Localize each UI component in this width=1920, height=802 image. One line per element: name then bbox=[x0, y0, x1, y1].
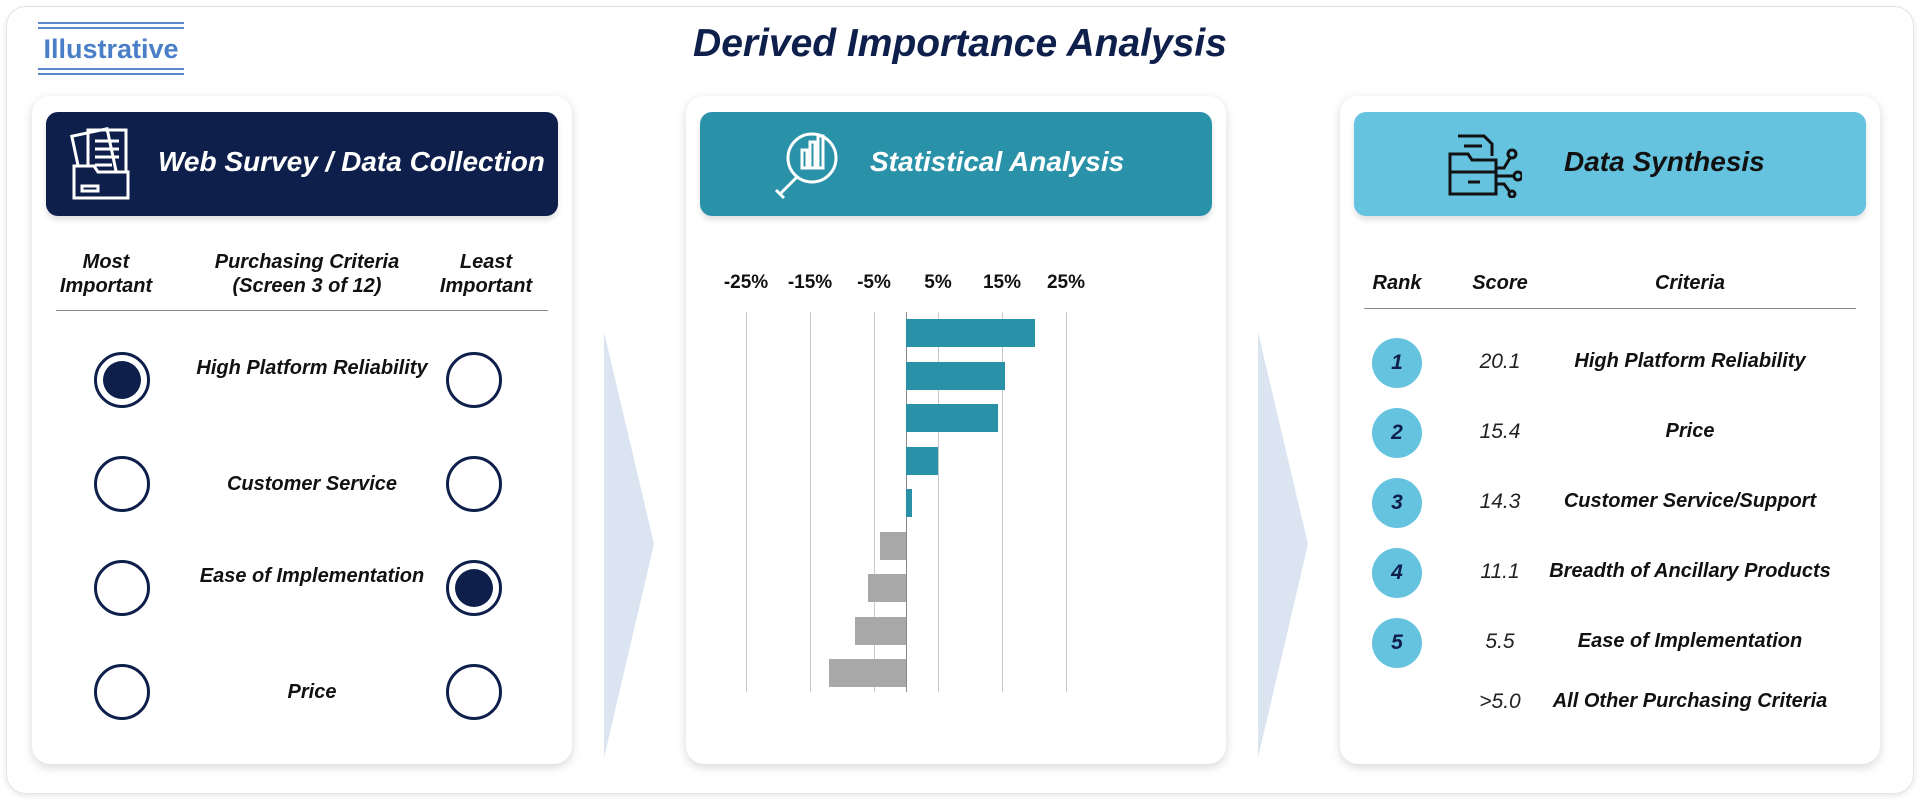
statistical-panel: Statistical Analysis -25% -15% -5% 5% 15% 25% bbox=[686, 96, 1226, 764]
badge-label: Illustrative bbox=[43, 34, 179, 64]
least-important-radio[interactable] bbox=[446, 560, 502, 616]
least-important-radio[interactable] bbox=[446, 456, 502, 512]
criteria-label: Customer Service bbox=[226, 473, 398, 495]
least-important-radio[interactable] bbox=[446, 352, 502, 408]
chart-gridline bbox=[810, 312, 811, 692]
survey-header: Web Survey / Data Collection bbox=[46, 112, 558, 216]
ranked-criteria: High Platform Reliability bbox=[1574, 350, 1806, 372]
criteria-header: Purchasing Criteria (Screen 3 of 12) bbox=[214, 251, 400, 297]
header-divider bbox=[56, 310, 548, 311]
chart-bar bbox=[906, 319, 1035, 347]
stats-title: Statistical Analysis bbox=[870, 146, 1125, 177]
chart-gridline bbox=[746, 312, 747, 692]
rank-badge: 4 bbox=[1372, 548, 1422, 598]
rank-header: Rank bbox=[1372, 272, 1422, 294]
criteria-label: Price bbox=[287, 681, 337, 703]
x-tick-label: -25% bbox=[723, 272, 769, 293]
least-important-header: Least Important bbox=[439, 251, 533, 297]
score-value: 5.5 bbox=[1485, 630, 1515, 653]
chart-bar bbox=[906, 361, 1005, 390]
most-important-radio[interactable] bbox=[94, 560, 150, 616]
synthesis-title: Data Synthesis bbox=[1564, 146, 1765, 177]
rank-badge: 3 bbox=[1372, 478, 1422, 528]
illustrative-badge: Illustrative bbox=[38, 22, 184, 76]
most-important-radio[interactable] bbox=[94, 456, 150, 512]
chart-gridline bbox=[1066, 312, 1067, 692]
synthesis-panel: Data Synthesis Rank Score Criteria 1 20.… bbox=[1340, 96, 1880, 764]
score-value: 14.3 bbox=[1479, 490, 1521, 513]
ranked-criteria: Breadth of Ancillary Products bbox=[1549, 560, 1831, 582]
criteria-label: High Platform Reliability bbox=[196, 357, 428, 379]
most-important-radio[interactable] bbox=[94, 664, 150, 720]
ranking-divider bbox=[1364, 308, 1856, 309]
chart-bar bbox=[906, 404, 998, 432]
score-value: 20.1 bbox=[1479, 350, 1521, 373]
criteria-label: Ease of Implementation bbox=[199, 565, 425, 587]
chart-bar bbox=[906, 446, 938, 475]
rank-badge: 5 bbox=[1372, 618, 1422, 668]
score-header: Score bbox=[1472, 272, 1528, 294]
synthesis-header: Data Synthesis bbox=[1354, 112, 1866, 216]
x-tick-label: -15% bbox=[787, 272, 833, 293]
ranked-criteria: Ease of Implementation bbox=[1577, 630, 1803, 652]
score-value: 11.1 bbox=[1480, 560, 1520, 583]
most-important-header: Most Important bbox=[59, 251, 153, 297]
flow-arrow-1 bbox=[604, 332, 654, 758]
chart-bar bbox=[906, 489, 913, 517]
chart-bar bbox=[854, 616, 906, 645]
criteria-column-header: Criteria bbox=[1654, 272, 1726, 294]
x-tick-label: 25% bbox=[1046, 272, 1086, 293]
chart-bar bbox=[867, 574, 906, 602]
score-value: >5.0 bbox=[1479, 690, 1521, 713]
x-tick-label: 15% bbox=[982, 272, 1022, 293]
x-tick-label: -5% bbox=[857, 272, 891, 293]
survey-title: Web Survey / Data Collection bbox=[158, 146, 545, 177]
rank-badge: 2 bbox=[1372, 408, 1422, 458]
stats-header: Statistical Analysis bbox=[700, 112, 1212, 216]
chart-bar bbox=[880, 531, 906, 560]
magnifier-chart-icon bbox=[774, 132, 838, 200]
folder-documents-icon bbox=[70, 126, 130, 200]
chart-gridline bbox=[1002, 312, 1003, 692]
ranked-criteria: All Other Purchasing Criteria bbox=[1552, 690, 1828, 712]
flow-arrow-2 bbox=[1258, 332, 1308, 758]
chart-bar bbox=[829, 659, 906, 687]
document-network-icon bbox=[1448, 134, 1522, 198]
survey-panel: Web Survey / Data Collection Most Import… bbox=[32, 96, 572, 764]
chart-gridline bbox=[938, 312, 939, 692]
page-title: Derived Importance Analysis bbox=[693, 22, 1227, 65]
score-value: 15.4 bbox=[1479, 420, 1521, 443]
ranked-criteria: Price bbox=[1665, 420, 1715, 442]
ranked-criteria: Customer Service/Support bbox=[1563, 490, 1817, 512]
most-important-radio[interactable] bbox=[94, 352, 150, 408]
x-tick-label: 5% bbox=[924, 272, 952, 293]
least-important-radio[interactable] bbox=[446, 664, 502, 720]
rank-badge: 1 bbox=[1372, 338, 1422, 388]
chart-gridline bbox=[874, 312, 875, 692]
